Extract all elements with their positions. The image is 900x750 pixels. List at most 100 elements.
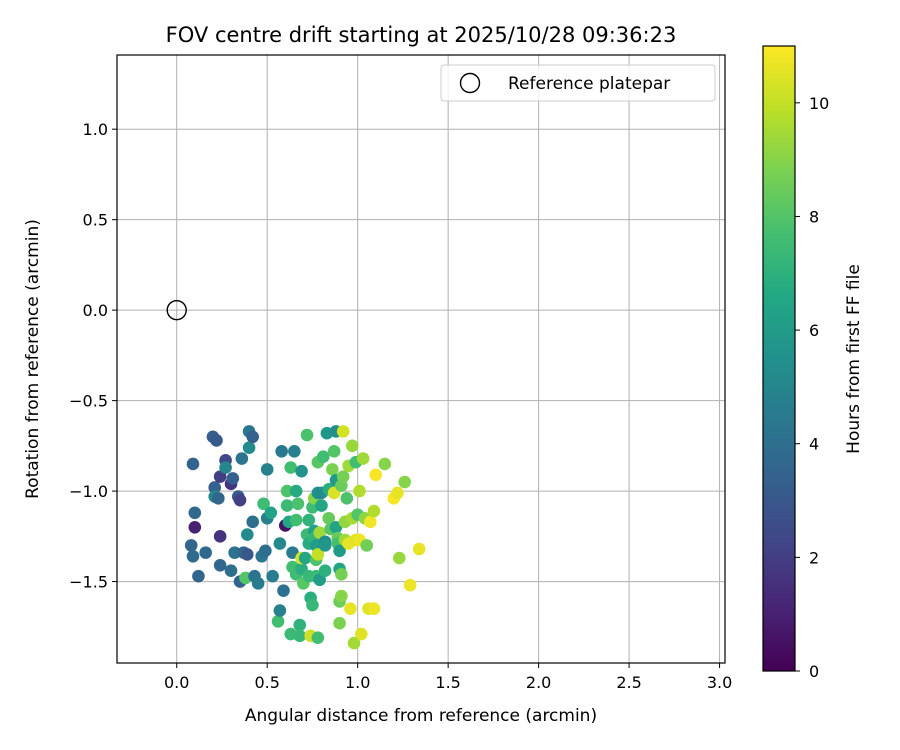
legend-box	[440, 64, 716, 102]
colorbar-tick-label: 10	[809, 94, 829, 113]
data-point	[186, 549, 200, 563]
data-point	[335, 568, 348, 581]
data-point	[391, 486, 404, 500]
data-point	[336, 425, 350, 438]
x-axis-label: Angular distance from reference (arcmin)	[245, 706, 597, 726]
x-tick-label: 2.0	[526, 673, 551, 692]
data-point	[212, 492, 225, 505]
legend-marker-reference-circle	[459, 72, 481, 94]
x-tick-label: 0.5	[254, 673, 279, 692]
data-point	[340, 492, 354, 505]
data-point	[353, 484, 366, 498]
data-point	[326, 463, 339, 476]
data-point	[277, 584, 290, 597]
data-point	[260, 463, 274, 476]
data-point	[367, 504, 381, 518]
colorbar-ticks: 0 2 4 6 8 10	[795, 94, 829, 681]
data-point	[288, 444, 301, 458]
x-tick-label: 0.0	[164, 673, 189, 692]
data-point	[286, 546, 299, 559]
data-point	[293, 618, 307, 632]
colorbar-tick-label: 8	[809, 207, 819, 226]
data-point	[275, 444, 288, 458]
data-point	[293, 629, 307, 643]
data-point	[259, 544, 272, 558]
data-point	[316, 450, 330, 464]
data-point	[242, 441, 256, 454]
data-point	[322, 511, 336, 525]
y-tick-label: −1.5	[69, 573, 108, 592]
data-point	[228, 546, 241, 559]
reference-point	[166, 299, 187, 321]
data-point	[369, 468, 383, 482]
data-point	[335, 589, 348, 603]
data-point	[186, 457, 200, 471]
data-point	[264, 506, 278, 520]
chart-title: FOV centre drift starting at 2025/10/28 …	[166, 23, 677, 47]
x-tick-label: 2.5	[616, 673, 641, 692]
data-point	[273, 604, 287, 617]
data-point	[219, 461, 232, 474]
data-point	[188, 506, 202, 520]
data-point	[226, 472, 240, 485]
data-point	[313, 526, 326, 540]
data-point	[327, 444, 341, 458]
grid-lines	[117, 55, 725, 663]
data-point	[280, 499, 294, 512]
colorbar-tick-label: 0	[809, 662, 819, 681]
y-tick-label: 0.5	[83, 211, 108, 230]
data-point	[333, 544, 346, 558]
data-point	[295, 464, 308, 478]
data-point	[345, 439, 359, 453]
data-point	[398, 475, 412, 489]
data-point	[284, 461, 298, 474]
data-point	[412, 542, 426, 556]
data-point	[266, 569, 279, 583]
data-point	[298, 551, 312, 565]
data-point	[273, 537, 287, 550]
data-point	[246, 515, 260, 529]
data-point	[392, 551, 406, 565]
data-point	[344, 602, 357, 616]
data-point	[240, 548, 254, 561]
data-point	[289, 513, 303, 527]
x-tick-label: 1.5	[435, 673, 460, 692]
data-point	[403, 578, 417, 592]
data-point	[251, 577, 265, 590]
colorbar-gradient	[763, 46, 795, 671]
data-point	[360, 539, 374, 552]
colorbar-tick-label: 6	[809, 321, 819, 340]
colorbar-tick-label: 2	[809, 548, 819, 567]
y-axis-label: Rotation from reference (arcmin)	[23, 219, 43, 499]
data-point	[329, 520, 343, 534]
x-tick-label: 3.0	[707, 673, 732, 692]
data-points	[184, 425, 426, 650]
data-point	[210, 434, 223, 447]
data-point	[184, 539, 198, 552]
data-point	[280, 484, 294, 498]
data-point	[318, 539, 332, 552]
data-point	[367, 602, 381, 616]
data-point	[235, 452, 249, 465]
x-axis-ticks: 0.0 0.5 1.0 1.5 2.0 2.5 3.0	[164, 663, 732, 692]
x-tick-label: 1.0	[345, 673, 370, 692]
data-point	[213, 530, 227, 543]
data-point	[311, 548, 325, 561]
y-tick-label: −0.5	[69, 392, 108, 411]
data-point	[289, 484, 303, 498]
data-point	[271, 615, 285, 628]
data-point	[311, 631, 325, 644]
data-point	[213, 558, 227, 572]
data-point	[208, 481, 222, 494]
data-point	[315, 499, 328, 512]
data-point	[354, 627, 368, 641]
legend-label-reference: Reference platepar	[508, 74, 670, 94]
data-point	[233, 493, 247, 507]
y-tick-label: 0.0	[83, 301, 108, 320]
y-axis-ticks: −1.5 −1.0 −0.5 0.0 0.5 1.0	[69, 120, 117, 592]
data-point	[364, 515, 377, 529]
reference-platepar-marker	[166, 299, 187, 321]
colorbar-label: Hours from first FF file	[844, 264, 864, 454]
data-point	[291, 497, 305, 511]
